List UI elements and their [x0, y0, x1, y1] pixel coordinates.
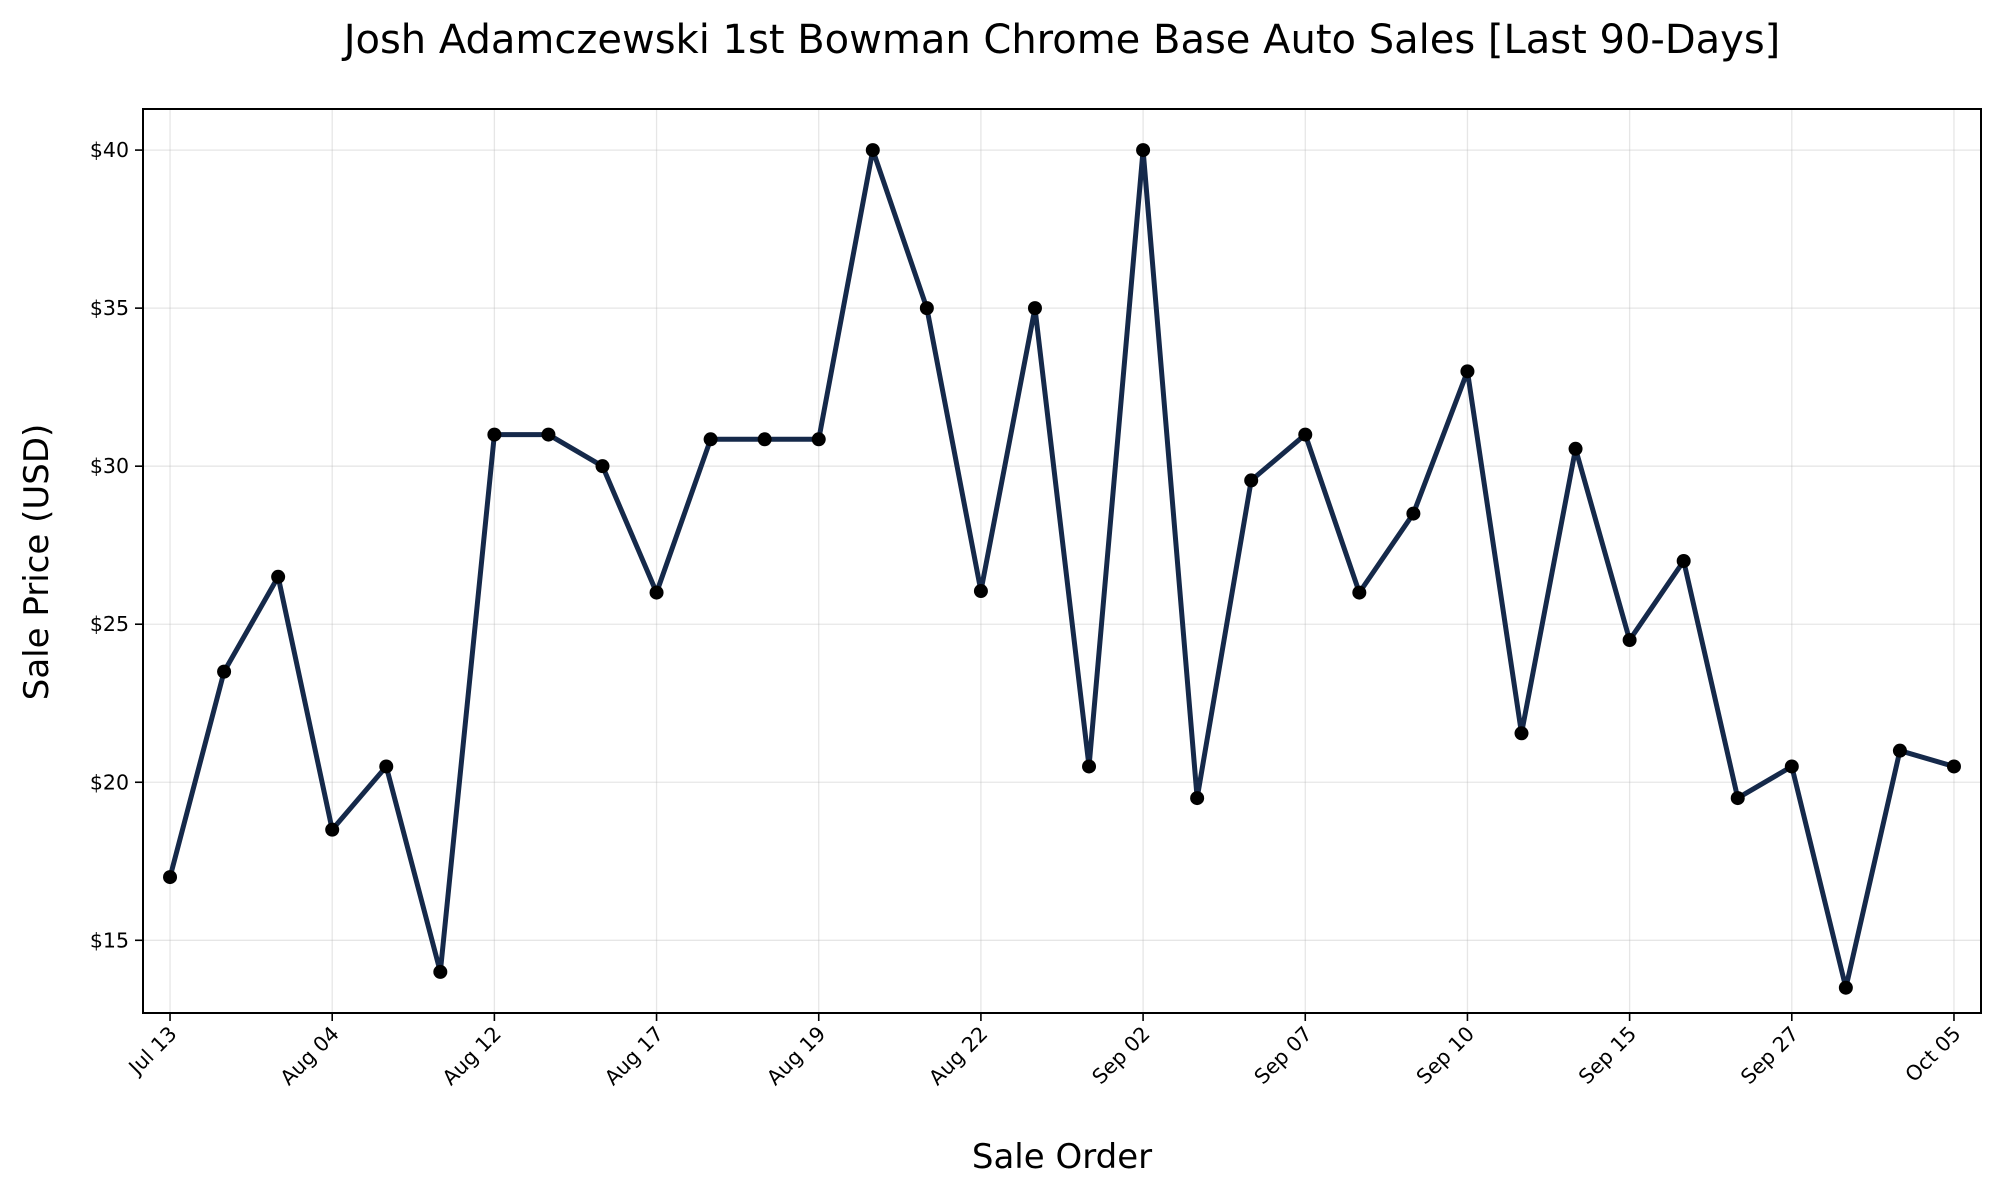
x-tick-label: Jul 13	[123, 1022, 182, 1081]
price-series-line	[167, 147, 1957, 991]
data-point	[649, 585, 664, 600]
y-tick-label: $30	[90, 454, 129, 478]
y-axis-title: Sale Price (USD)	[17, 424, 57, 701]
data-point	[1622, 633, 1637, 648]
data-point	[541, 427, 556, 442]
x-tick-label: Sep 27	[1736, 1022, 1803, 1089]
x-tick-label: Sep 02	[1087, 1022, 1154, 1089]
y-tick-label: $35	[90, 296, 129, 320]
data-point	[1568, 441, 1583, 456]
data-point	[919, 301, 934, 316]
data-point	[487, 427, 502, 442]
grid-layer	[143, 109, 1981, 1013]
data-point	[703, 432, 718, 447]
data-point	[163, 870, 178, 885]
data-point	[433, 964, 448, 979]
x-tick-label: Aug 04	[275, 1022, 343, 1090]
data-point	[973, 584, 988, 599]
y-tick-label: $20	[90, 770, 129, 794]
data-point	[1730, 791, 1745, 806]
x-tick-label: Sep 07	[1249, 1022, 1316, 1089]
data-point	[1892, 743, 1907, 758]
data-point	[865, 143, 880, 158]
x-tick-label: Sep 15	[1574, 1022, 1641, 1089]
plot-area-frame	[142, 108, 1982, 1014]
data-point	[1027, 301, 1042, 316]
points-layer	[163, 143, 1961, 995]
data-point	[1136, 143, 1151, 158]
data-point	[1244, 473, 1259, 488]
y-tick-label: $40	[90, 138, 129, 162]
series-layer	[167, 147, 1957, 991]
data-point	[1460, 364, 1475, 379]
data-point	[325, 822, 340, 837]
data-point	[1514, 726, 1529, 741]
chart-title: Josh Adamczewski 1st Bowman Chrome Base …	[341, 17, 1781, 63]
x-tick-label: Aug 19	[762, 1022, 830, 1090]
data-point	[1946, 759, 1961, 774]
y-tick-label: $25	[90, 612, 129, 636]
data-point	[757, 432, 772, 447]
data-point	[271, 569, 286, 584]
data-point	[1406, 506, 1421, 521]
x-tick-label: Oct 05	[1900, 1022, 1965, 1087]
x-tick-label: Aug 12	[438, 1022, 506, 1090]
data-point	[1784, 759, 1799, 774]
data-point	[811, 432, 826, 447]
data-point	[1082, 759, 1097, 774]
data-point	[1352, 585, 1367, 600]
data-point	[1298, 427, 1313, 442]
ticks-layer: $15 $20 $25 $30 $35 $40 Jul 13 Aug 04 Aug 12 Aug …	[90, 138, 1966, 1090]
data-point	[1190, 791, 1205, 806]
data-point	[217, 664, 232, 679]
data-point	[1838, 980, 1853, 995]
x-tick-label: Aug 17	[600, 1022, 668, 1090]
y-tick-label: $15	[90, 928, 129, 952]
x-axis-title: Sale Order	[972, 1137, 1152, 1177]
data-point	[1676, 554, 1691, 568]
x-tick-label: Sep 10	[1412, 1022, 1479, 1089]
data-point	[595, 459, 610, 474]
data-point	[379, 759, 394, 774]
x-tick-label: Aug 22	[924, 1022, 992, 1090]
